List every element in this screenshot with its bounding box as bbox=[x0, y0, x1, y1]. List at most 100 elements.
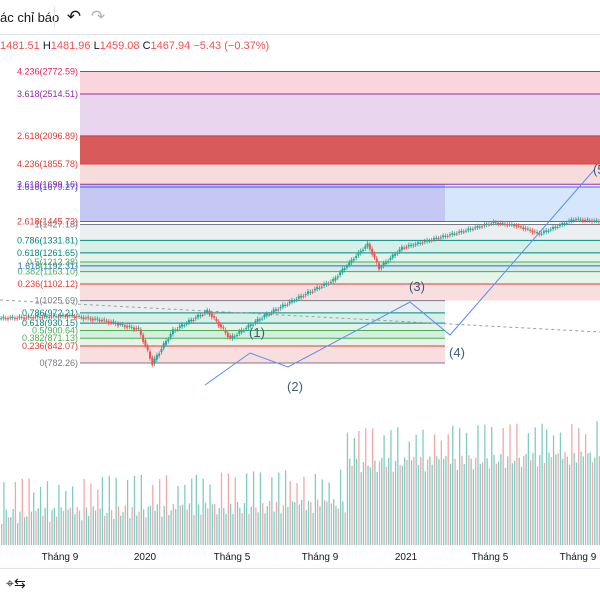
volume-bar bbox=[202, 478, 204, 545]
candle bbox=[428, 240, 431, 242]
candle bbox=[252, 324, 255, 326]
indicators-label[interactable]: ác chỉ báo bbox=[0, 10, 60, 25]
volume-bar bbox=[252, 471, 255, 545]
volume-bar bbox=[225, 513, 227, 545]
candle bbox=[494, 222, 497, 224]
volume-bar bbox=[326, 501, 328, 545]
candle bbox=[242, 330, 245, 332]
ohlc-low-label: L bbox=[93, 40, 100, 52]
volume-bar bbox=[129, 518, 131, 545]
calendar-goto-icon[interactable]: ⇆ bbox=[14, 575, 26, 591]
fib-level-label: 3.618(2514.51) bbox=[17, 89, 78, 99]
volume-bar bbox=[58, 484, 60, 545]
candle bbox=[254, 321, 257, 324]
candle bbox=[116, 323, 119, 326]
volume-bar bbox=[78, 510, 81, 545]
candle bbox=[446, 235, 449, 237]
time-axis-label: 2021 bbox=[395, 552, 418, 563]
candle bbox=[89, 318, 92, 320]
volume-bar bbox=[438, 459, 440, 545]
candle bbox=[197, 314, 200, 318]
volume-bar bbox=[376, 471, 378, 545]
candle bbox=[158, 353, 161, 356]
fib-zone bbox=[80, 271, 600, 285]
candle bbox=[503, 223, 506, 225]
candle bbox=[153, 358, 156, 364]
volume-bar bbox=[578, 428, 580, 545]
volume-bar bbox=[289, 480, 291, 545]
candle bbox=[526, 228, 529, 230]
volume-bar bbox=[175, 508, 177, 545]
fib-zone bbox=[80, 338, 445, 347]
candle bbox=[439, 237, 442, 239]
candle bbox=[59, 315, 62, 317]
wave-label: (3) bbox=[409, 279, 425, 294]
camera-icon[interactable]: ⌖ bbox=[6, 575, 14, 591]
candle bbox=[279, 306, 282, 309]
volume-bar bbox=[479, 463, 481, 545]
volume-bar bbox=[287, 506, 289, 545]
candle bbox=[414, 244, 417, 246]
fib-zone bbox=[445, 187, 600, 222]
volume-bar bbox=[101, 476, 104, 545]
candle bbox=[61, 314, 64, 317]
candle bbox=[389, 257, 392, 260]
volume-bar bbox=[472, 469, 475, 545]
candle bbox=[396, 252, 399, 254]
candle bbox=[460, 230, 463, 233]
volume-bar bbox=[296, 483, 298, 545]
candle bbox=[329, 281, 332, 283]
volume-bar bbox=[262, 502, 264, 545]
candle bbox=[261, 318, 264, 320]
volume-bar bbox=[509, 424, 511, 545]
volume-bar bbox=[520, 466, 523, 545]
candle bbox=[348, 261, 351, 266]
volume-bar bbox=[594, 457, 596, 545]
volume-bar bbox=[436, 456, 438, 545]
candle bbox=[453, 233, 456, 235]
candle bbox=[501, 222, 504, 224]
volume-bar bbox=[383, 435, 385, 545]
volume-bar bbox=[461, 455, 463, 545]
ohlc-close-label: C bbox=[142, 40, 151, 52]
fib-level-label: 1.618(1192.31) bbox=[18, 261, 78, 271]
volume-bar bbox=[149, 505, 152, 545]
volume-bar bbox=[516, 423, 518, 545]
volume-bar bbox=[165, 475, 168, 545]
candle bbox=[332, 279, 335, 282]
price-chart[interactable]: 4.236(2772.59) 3.618(2514.51) 2.618(2096.8… bbox=[0, 34, 600, 568]
volume-bar bbox=[65, 491, 67, 545]
candle bbox=[387, 260, 390, 262]
candle bbox=[155, 354, 158, 360]
volume-bar bbox=[546, 429, 548, 545]
candle bbox=[579, 219, 582, 221]
volume-bar bbox=[291, 501, 294, 545]
candle bbox=[36, 315, 39, 318]
undo-icon[interactable]: ↶ bbox=[66, 7, 82, 26]
candle bbox=[423, 241, 426, 243]
volume-bar bbox=[429, 456, 431, 545]
fib-zone bbox=[80, 184, 445, 222]
volume-bar bbox=[179, 505, 181, 545]
candle bbox=[300, 295, 303, 298]
volume-bar bbox=[536, 466, 539, 545]
redo-icon[interactable]: ↷ bbox=[90, 7, 106, 26]
volume-bar bbox=[495, 463, 497, 545]
fib-zone bbox=[80, 330, 445, 339]
candle bbox=[515, 225, 518, 227]
ohlc-high-label: H bbox=[42, 40, 51, 52]
candle bbox=[522, 227, 525, 230]
volume-bar bbox=[19, 511, 21, 545]
candle bbox=[492, 221, 495, 224]
volume-bar bbox=[152, 485, 154, 545]
candle bbox=[421, 242, 424, 244]
volume-bar bbox=[463, 464, 465, 545]
fib-level-label: 0.236(1102.12) bbox=[18, 279, 78, 289]
volume-bar bbox=[147, 506, 149, 545]
candle bbox=[588, 220, 591, 222]
volume-bar bbox=[468, 455, 470, 545]
candle bbox=[94, 318, 97, 320]
candle bbox=[426, 239, 429, 242]
volume-bar bbox=[83, 479, 85, 545]
candle bbox=[11, 316, 14, 318]
